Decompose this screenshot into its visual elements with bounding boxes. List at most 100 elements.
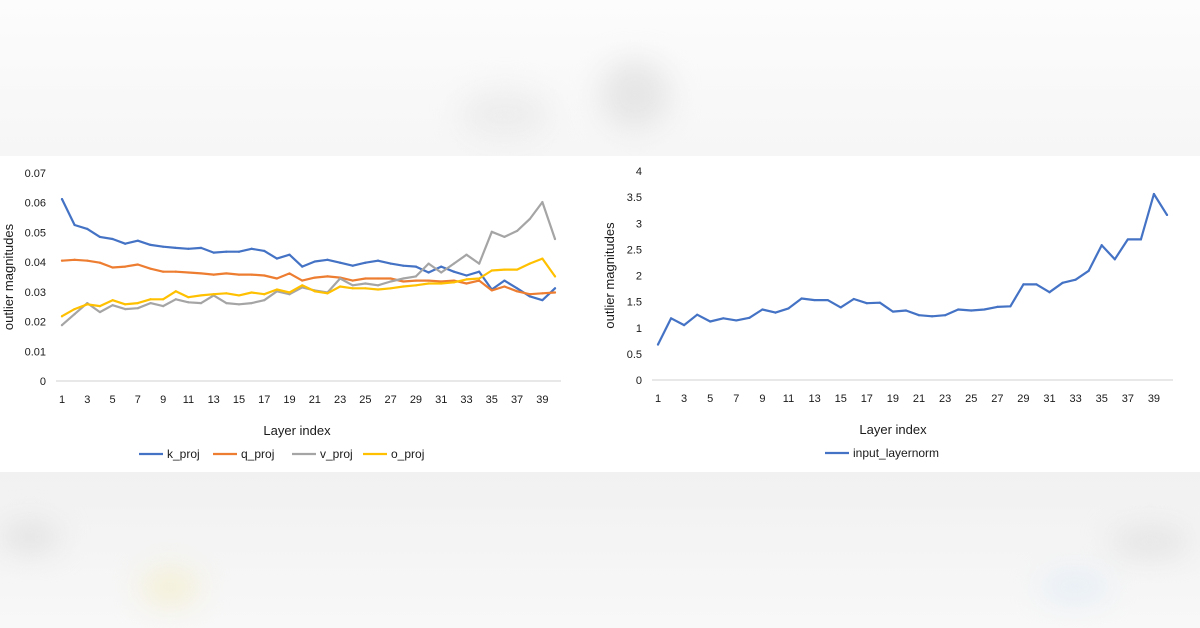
- data-point: [136, 263, 139, 266]
- data-point: [60, 198, 64, 201]
- data-point: [478, 262, 481, 265]
- data-point: [1061, 281, 1064, 284]
- data-point: [288, 272, 291, 275]
- series-line-o-proj: [60, 257, 557, 318]
- x-tick-label: 33: [1070, 393, 1082, 405]
- data-point: [364, 287, 367, 290]
- data-point: [414, 279, 418, 282]
- data-point: [826, 298, 829, 302]
- data-point: [774, 311, 777, 314]
- data-point: [427, 271, 430, 274]
- x-tick-label: 17: [258, 394, 270, 406]
- data-point: [149, 243, 152, 247]
- data-point: [250, 291, 253, 294]
- data-point: [174, 290, 177, 293]
- data-point: [528, 295, 531, 298]
- data-point: [86, 259, 89, 262]
- y-axis-title: outlier magnitudes: [602, 222, 617, 329]
- data-point: [288, 291, 291, 294]
- data-point: [748, 316, 751, 319]
- x-tick-label: 23: [939, 393, 951, 405]
- data-point: [1139, 238, 1142, 241]
- data-point: [98, 310, 102, 314]
- data-point: [541, 257, 544, 260]
- data-point: [478, 279, 481, 282]
- data-point: [503, 235, 506, 238]
- data-point: [60, 259, 64, 262]
- data-point: [515, 287, 519, 290]
- data-point: [490, 269, 493, 272]
- data-point: [339, 277, 342, 280]
- data-point: [389, 277, 392, 280]
- data-point: [1087, 269, 1090, 272]
- data-point: [1152, 192, 1156, 196]
- data-point: [326, 275, 329, 278]
- data-point: [996, 305, 999, 308]
- blur-shape: [1040, 572, 1110, 602]
- x-tick-label: 31: [1043, 393, 1055, 405]
- data-point: [237, 250, 241, 253]
- x-axis-title: Layer index: [859, 422, 927, 437]
- data-point: [364, 261, 367, 264]
- x-tick-label: 37: [1122, 393, 1134, 405]
- data-point: [237, 273, 241, 276]
- data-point: [553, 275, 557, 278]
- data-point: [696, 313, 699, 316]
- y-tick-label: 0.01: [25, 346, 46, 358]
- data-point: [263, 249, 266, 252]
- x-tick-label: 27: [385, 394, 397, 406]
- data-point: [149, 267, 152, 270]
- data-point: [86, 303, 89, 306]
- x-tick-label: 21: [913, 393, 925, 405]
- data-point: [376, 277, 380, 280]
- data-point: [376, 259, 380, 262]
- x-tick-label: 15: [233, 394, 245, 406]
- y-tick-label: 0.03: [25, 287, 46, 299]
- y-tick-label: 3: [636, 218, 642, 230]
- data-point: [452, 270, 455, 273]
- data-point: [86, 227, 89, 230]
- data-point: [174, 298, 177, 301]
- data-point: [364, 277, 367, 280]
- data-point: [136, 239, 139, 242]
- left-line-chart: 00.010.020.030.040.050.060.071 3 5 7 9 11 13 15…: [1, 168, 561, 461]
- data-point: [878, 301, 881, 304]
- x-tick-label: 19: [283, 394, 295, 406]
- data-point: [515, 268, 519, 271]
- data-point: [515, 229, 519, 233]
- data-point: [541, 201, 544, 204]
- x-tick-label: 29: [1017, 393, 1029, 405]
- data-point: [427, 282, 430, 285]
- y-tick-label: 0.06: [25, 198, 46, 210]
- data-point: [1113, 258, 1116, 261]
- x-tick-label: 27: [991, 393, 1003, 405]
- x-tick-label: 25: [359, 394, 371, 406]
- data-point: [839, 306, 842, 309]
- data-point: [944, 314, 947, 317]
- data-point: [263, 293, 266, 296]
- data-point: [263, 299, 266, 302]
- data-point: [263, 274, 266, 277]
- data-point: [162, 305, 165, 308]
- right-line-chart: 00.511.522.533.541 3 5 7 9 11 13 15 17 19 21 23 25 27…: [602, 166, 1173, 460]
- data-point: [73, 223, 76, 227]
- data-point: [250, 247, 253, 250]
- legend-label: k_proj: [167, 447, 200, 461]
- data-point: [709, 320, 712, 323]
- data-point: [351, 287, 354, 290]
- y-tick-label: 0.04: [25, 257, 46, 269]
- data-point: [162, 298, 165, 301]
- data-point: [402, 285, 405, 288]
- data-point: [865, 302, 868, 305]
- x-tick-label: 13: [808, 393, 820, 405]
- x-tick-label: 19: [887, 393, 899, 405]
- y-axis-title: outlier magnitudes: [1, 223, 16, 330]
- data-point: [930, 315, 934, 318]
- blur-shape: [460, 90, 550, 140]
- y-tick-label: 3.5: [627, 192, 642, 204]
- x-tick-label: 5: [707, 393, 713, 405]
- data-point: [528, 262, 531, 265]
- data-point: [326, 292, 329, 295]
- data-point: [136, 302, 139, 305]
- x-tick-label: 5: [110, 394, 116, 406]
